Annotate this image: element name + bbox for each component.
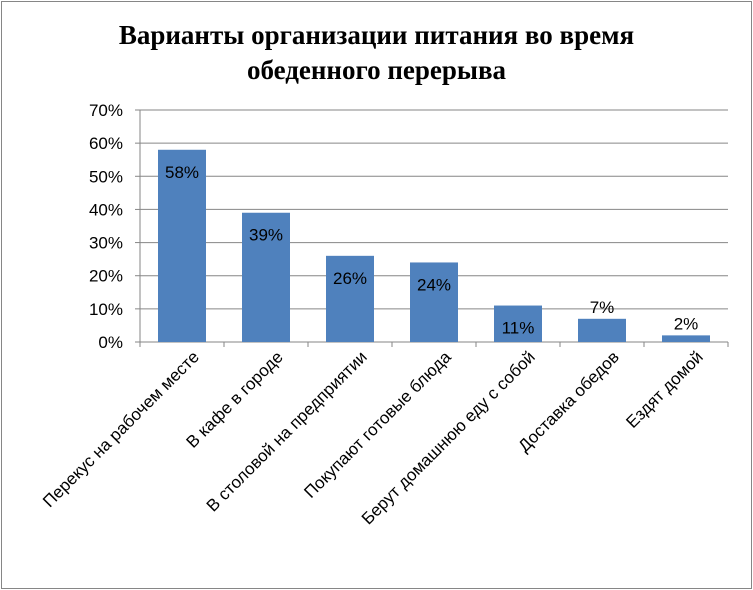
x-category-label: Покупают готовые блюда (300, 347, 455, 502)
y-tick-label: 40% (89, 200, 123, 219)
chart-title-line-2: обеденного перерыва (246, 55, 507, 85)
data-label: 58% (165, 163, 199, 182)
chart-title-line-1: Варианты организации питания во время (118, 20, 635, 50)
x-category-label: В столовой на предприятии (203, 347, 371, 515)
y-tick-label: 0% (98, 333, 123, 352)
bar (326, 255, 374, 342)
y-tick-label: 70% (89, 101, 123, 120)
chart-title: Варианты организации питания во время об… (0, 18, 753, 88)
bars (158, 149, 710, 342)
x-category-label: Берут домашнюю еду с собой (358, 347, 539, 528)
y-tick-label: 50% (89, 167, 123, 186)
gridlines (140, 109, 728, 310)
data-label: 26% (333, 269, 367, 288)
y-tick-label: 30% (89, 234, 123, 253)
y-tick-labels: 0% 10% 20% 30% 40% 50% 60% 70% (89, 101, 123, 352)
bar (158, 149, 206, 342)
data-label: 2% (674, 314, 699, 333)
y-tick-label: 20% (89, 267, 123, 286)
x-category-label: Перекус на рабочем месте (39, 347, 203, 511)
y-tick-label: 10% (89, 300, 123, 319)
data-labels: 58% 39% 26% 24% 11% 7% 2% (165, 163, 698, 338)
data-label: 24% (417, 275, 451, 294)
data-label: 7% (590, 298, 615, 317)
bar (494, 305, 542, 342)
bar (410, 262, 458, 342)
data-label: 39% (249, 226, 283, 245)
bar (662, 335, 710, 342)
bar (242, 212, 290, 342)
y-tick-label: 60% (89, 134, 123, 153)
data-label: 11% (502, 319, 535, 338)
bar (578, 318, 626, 342)
x-category-label: Ездят домой (622, 347, 706, 431)
